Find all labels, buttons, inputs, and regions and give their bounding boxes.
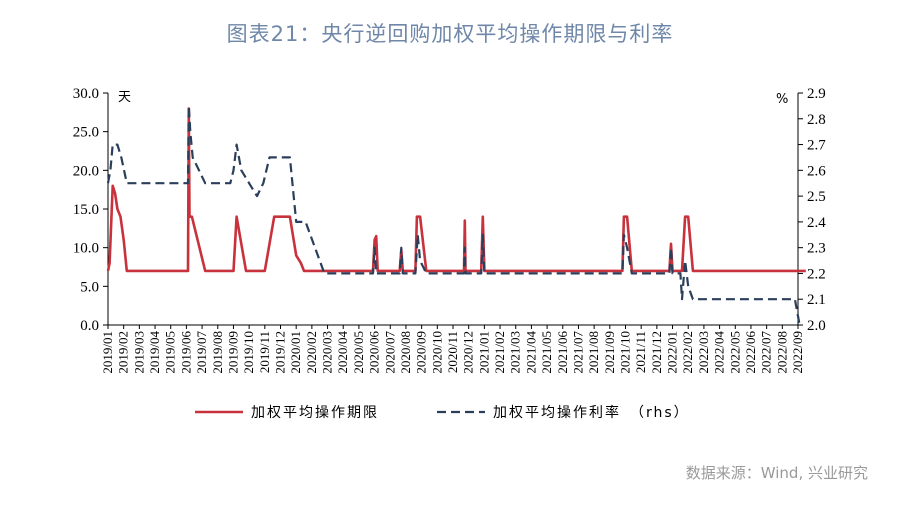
- series-line-term: [106, 107, 806, 273]
- x-tick-label: 2020/08: [398, 331, 413, 374]
- right-tick-label: 2.3: [807, 241, 826, 257]
- x-axis-ticks: 2019/01 2019/02 2019/03 2019/04 2019/05 2019/…: [100, 325, 805, 374]
- right-tick-label: 2.8: [807, 112, 826, 128]
- right-tick-label: 2.6: [807, 163, 826, 179]
- x-tick-label: 2019/07: [194, 331, 209, 374]
- x-tick-label: 2020/03: [320, 331, 335, 374]
- x-tick-label: 2020/02: [304, 331, 319, 374]
- chart-legend: 加权平均操作期限 加权平均操作利率 （rhs）: [195, 404, 690, 421]
- x-tick-label: 2020/11: [445, 331, 460, 373]
- x-tick-label: 2022/09: [790, 331, 805, 374]
- left-tick-label: 0.0: [80, 318, 99, 334]
- legend-item-term: 加权平均操作期限: [195, 405, 379, 421]
- right-axis-ticks: 2.0 2.1 2.2 2.3 2.4 2.5 2.6 2.7 2.8 2.9: [798, 86, 826, 334]
- x-tick-label: 2020/09: [414, 331, 429, 374]
- chart-title: 图表21：央行逆回购加权平均操作期限与利率: [226, 22, 674, 46]
- x-tick-label: 2019/10: [241, 331, 256, 374]
- x-tick-label: 2019/09: [225, 331, 240, 374]
- right-tick-label: 2.9: [807, 86, 826, 102]
- x-tick-label: 2019/12: [273, 331, 288, 374]
- series-line-rate: [106, 104, 801, 326]
- x-tick-label: 2019/02: [116, 331, 131, 374]
- x-tick-label: 2019/08: [210, 331, 225, 374]
- x-tick-label: 2019/05: [163, 331, 178, 374]
- x-tick-label: 2021/05: [539, 331, 554, 374]
- legend-label: 加权平均操作利率 （rhs）: [493, 404, 690, 421]
- x-tick-label: 2020/01: [288, 331, 303, 374]
- left-tick-label: 10.0: [73, 241, 99, 257]
- chart-axes: [107, 93, 799, 326]
- left-tick-label: 5.0: [80, 279, 99, 295]
- right-tick-label: 2.1: [807, 292, 826, 308]
- x-tick-label: 2021/02: [492, 331, 507, 374]
- series-lines: [106, 104, 806, 326]
- x-tick-label: 2021/03: [508, 331, 523, 374]
- x-tick-label: 2022/03: [696, 331, 711, 374]
- x-tick-label: 2022/04: [712, 331, 727, 374]
- x-tick-label: 2020/12: [461, 331, 476, 374]
- x-tick-label: 2019/03: [131, 331, 146, 374]
- legend-label: 加权平均操作期限: [251, 405, 379, 421]
- legend-item-rate: 加权平均操作利率 （rhs）: [437, 404, 690, 421]
- x-tick-label: 2019/04: [147, 331, 162, 374]
- x-tick-label: 2021/10: [618, 331, 633, 374]
- x-tick-label: 2020/10: [429, 331, 444, 374]
- left-axis-unit: 天: [118, 90, 131, 105]
- right-tick-label: 2.2: [807, 266, 826, 282]
- x-tick-label: 2022/05: [727, 331, 742, 374]
- x-tick-label: 2022/06: [743, 331, 758, 374]
- right-tick-label: 2.7: [807, 138, 826, 154]
- right-tick-label: 2.5: [807, 189, 826, 205]
- right-tick-label: 2.0: [807, 318, 826, 334]
- x-tick-label: 2020/06: [367, 331, 382, 374]
- x-tick-label: 2021/04: [523, 331, 538, 374]
- x-tick-label: 2021/12: [649, 331, 664, 374]
- right-axis-unit: %: [776, 92, 788, 107]
- x-tick-label: 2022/07: [759, 331, 774, 374]
- left-tick-label: 20.0: [73, 163, 99, 179]
- x-tick-label: 2019/06: [178, 331, 193, 374]
- left-tick-label: 25.0: [73, 125, 99, 141]
- x-tick-label: 2021/08: [586, 331, 601, 374]
- x-tick-label: 2020/05: [351, 331, 366, 374]
- x-tick-label: 2020/07: [382, 331, 397, 374]
- x-tick-label: 2019/11: [257, 331, 272, 373]
- x-tick-label: 2021/07: [570, 331, 585, 374]
- x-tick-label: 2022/08: [774, 331, 789, 374]
- right-tick-label: 2.4: [807, 215, 826, 231]
- x-tick-label: 2019/01: [100, 331, 115, 374]
- source-note: 数据来源：Wind, 兴业研究: [685, 464, 868, 482]
- left-tick-label: 30.0: [73, 86, 99, 102]
- x-tick-label: 2021/11: [633, 331, 648, 373]
- left-tick-label: 15.0: [73, 202, 99, 218]
- x-tick-label: 2022/02: [680, 331, 695, 374]
- x-tick-label: 2021/01: [476, 331, 491, 374]
- x-tick-label: 2021/06: [555, 331, 570, 374]
- x-tick-label: 2022/01: [665, 331, 680, 374]
- x-tick-label: 2020/04: [335, 331, 350, 374]
- left-axis-ticks: 0.0 5.0 10.0 15.0 20.0 25.0 30.0: [73, 86, 108, 334]
- x-tick-label: 2021/09: [602, 331, 617, 374]
